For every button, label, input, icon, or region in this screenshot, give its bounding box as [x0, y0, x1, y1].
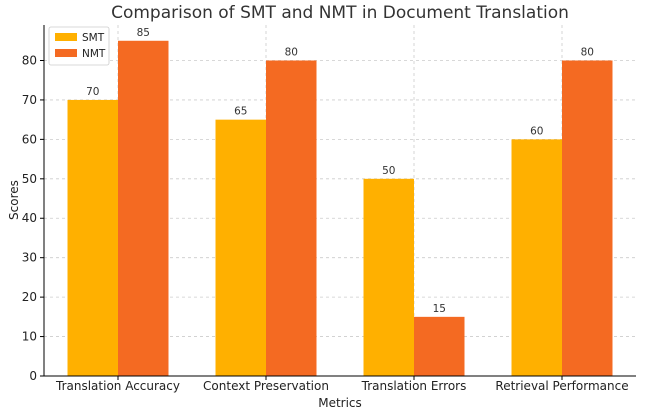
axes: 0 10 20 30 40 50 60 70 80 Translation Accuracy Con… [22, 25, 636, 393]
bar-value-label: 80 [285, 46, 298, 58]
y-axis-label: Scores [7, 180, 21, 220]
y-tick-label: 70 [22, 93, 37, 107]
bar-nmt [414, 316, 465, 376]
x-tick-label: Translation Errors [361, 379, 467, 393]
legend-swatch-smt [55, 33, 77, 41]
y-tick-label: 40 [22, 211, 37, 225]
bar-nmt [562, 60, 613, 376]
bar-value-label: 85 [137, 27, 150, 39]
legend-swatch-nmt [55, 49, 77, 57]
y-tick-label: 0 [29, 369, 37, 383]
legend: SMT NMT [48, 26, 110, 66]
bar-value-label: 50 [382, 165, 395, 177]
bar-value-label: 65 [234, 106, 247, 118]
bar-smt [363, 178, 414, 376]
bars: 70 65 50 60 85 80 15 80 [67, 27, 613, 377]
y-tick-label: 30 [22, 251, 37, 265]
y-tick-label: 60 [22, 132, 37, 146]
bar-nmt [118, 40, 169, 377]
bar-value-label: 70 [86, 86, 99, 98]
x-tick-label: Context Preservation [203, 379, 329, 393]
legend-label-nmt: NMT [82, 48, 106, 60]
y-tick-label: 10 [22, 330, 37, 344]
legend-label-smt: SMT [82, 32, 105, 44]
x-axis-label: Metrics [318, 396, 362, 410]
x-tick-label: Retrieval Performance [495, 379, 628, 393]
y-tick-label: 20 [22, 290, 37, 304]
y-tick-label: 50 [22, 172, 37, 186]
bar-value-label: 15 [433, 303, 446, 315]
x-tick-label: Translation Accuracy [55, 379, 180, 393]
y-tick-label: 80 [22, 53, 37, 67]
bar-value-label: 60 [530, 125, 543, 137]
chart-title: Comparison of SMT and NMT in Document Tr… [111, 3, 569, 23]
bar-nmt [266, 60, 317, 376]
bar-smt [67, 99, 118, 376]
bar-value-label: 80 [581, 46, 594, 58]
bar-smt [511, 139, 562, 376]
bar-smt [215, 119, 266, 377]
